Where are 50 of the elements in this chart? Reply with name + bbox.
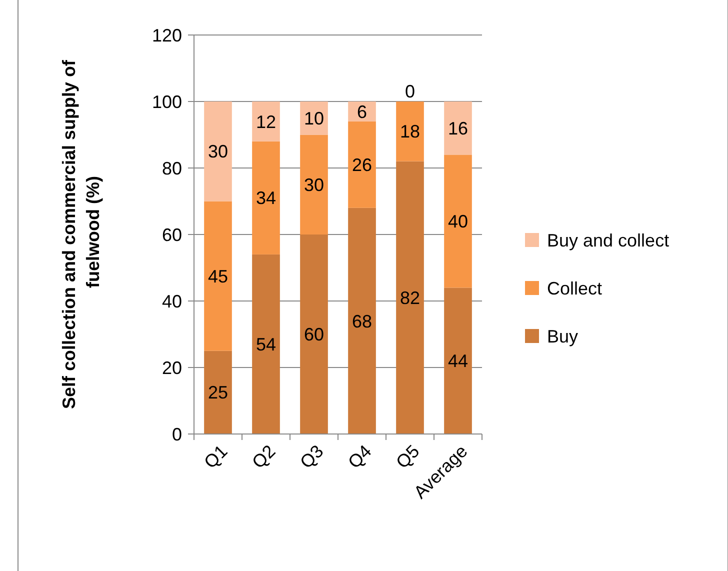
bar <box>444 154 472 288</box>
y-tick-label: 60 <box>162 224 182 245</box>
x-tick-label: Q2 <box>248 441 280 472</box>
x-tick-label: Q5 <box>392 441 424 472</box>
data-label: 12 <box>256 112 276 132</box>
data-label: 25 <box>208 382 228 403</box>
bar <box>396 161 424 434</box>
y-tick-label: 80 <box>162 158 182 178</box>
data-label: 30 <box>304 174 324 195</box>
bar <box>300 134 328 234</box>
data-label: 40 <box>448 212 468 232</box>
legend-label: Collect <box>547 278 602 298</box>
data-label: 54 <box>256 334 276 355</box>
data-label: 26 <box>352 154 372 175</box>
bar <box>348 208 376 434</box>
y-tick-label: 0 <box>172 424 182 444</box>
data-label: 60 <box>304 324 324 345</box>
bar <box>300 102 328 135</box>
data-label: 44 <box>448 351 468 372</box>
legend-label: Buy <box>547 326 578 346</box>
data-label: 16 <box>448 118 468 138</box>
x-tick-label: Q4 <box>344 441 376 472</box>
bar <box>396 102 424 162</box>
bar <box>252 141 280 254</box>
bar <box>348 121 376 208</box>
y-tick-label: 40 <box>162 291 182 312</box>
data-label: 45 <box>208 266 228 286</box>
y-tick-label: 20 <box>162 358 182 378</box>
data-label: 82 <box>400 288 420 308</box>
x-tick-label: Q3 <box>296 441 328 472</box>
data-label: 34 <box>256 188 276 208</box>
bar <box>204 201 232 351</box>
bar <box>300 234 328 434</box>
bar <box>444 102 472 155</box>
bar <box>444 288 472 434</box>
data-label: 30 <box>208 142 228 162</box>
data-label: 10 <box>304 108 324 128</box>
data-label: 68 <box>352 311 372 332</box>
bar <box>252 102 280 142</box>
bar <box>204 102 232 202</box>
data-label: 0 <box>404 82 416 102</box>
legend-label: Buy and collect <box>547 230 670 250</box>
bar <box>252 254 280 434</box>
y-tick-label: 100 <box>152 92 182 112</box>
data-label: 18 <box>400 122 420 142</box>
y-tick-label: 120 <box>152 25 182 46</box>
y-axis-title: Self collection and commercial supply of fuelwood (%) <box>59 58 103 410</box>
x-tick-label: Q1 <box>200 441 232 472</box>
data-label: 6 <box>356 102 368 122</box>
bar <box>204 350 232 434</box>
